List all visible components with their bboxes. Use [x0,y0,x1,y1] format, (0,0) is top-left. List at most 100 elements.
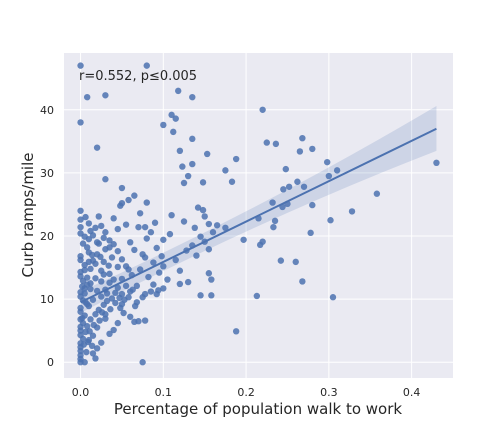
data-point [136,266,144,273]
data-point [93,239,101,246]
data-point [77,327,84,334]
data-point [201,213,208,220]
data-point [81,359,88,366]
data-point [88,251,96,259]
data-point [240,236,247,243]
data-point [133,282,141,290]
data-point [131,246,138,254]
y-tick-labels: 0 10 20 30 40 [40,104,54,369]
data-point [127,313,134,320]
y-tick-label: 0 [47,356,54,369]
data-point [292,258,299,266]
data-point [77,230,84,237]
data-point [92,275,99,282]
data-point [92,311,99,318]
y-tick-label: 30 [40,167,54,180]
data-point [299,278,306,285]
data-point [222,167,229,174]
data-point [131,192,138,199]
x-axis-label: Percentage of population walk to work [114,400,402,418]
data-point [208,292,215,299]
data-point [103,290,111,297]
data-point [176,280,184,288]
data-point [143,62,150,69]
data-point [141,254,149,261]
data-point [98,278,105,285]
data-point [89,350,97,357]
data-point [110,215,117,222]
regression-line [80,127,437,304]
data-point [81,266,88,274]
data-point [271,217,279,225]
data-point [193,252,200,259]
data-point [263,139,270,146]
correlation-annotation: r=0.552, p≤0.005 [79,69,197,84]
data-point [197,233,204,240]
data-point [116,294,123,302]
data-point [98,222,105,230]
data-point [84,338,92,346]
x-tick-label: 0.2 [237,386,255,399]
data-point [125,266,132,273]
data-point [228,178,236,185]
data-point [139,359,146,366]
data-point [160,121,167,129]
data-point [222,224,229,232]
data-point [106,237,113,244]
data-point [107,306,114,313]
data-point [433,159,440,167]
data-point [131,318,138,326]
data-point [77,347,84,355]
data-point [300,183,308,190]
data-point [95,213,102,220]
data-point [77,223,84,231]
data-point [98,293,105,300]
data-point [136,210,144,217]
y-axis-label: Curb ramps/mile [19,153,37,278]
data-point [92,224,99,232]
data-point [102,229,109,236]
data-point [158,253,165,260]
x-tick-label: 0.3 [320,386,338,399]
data-point [102,315,109,322]
data-point [100,234,107,242]
data-point [100,271,107,278]
data-point [90,321,97,329]
data-point [309,145,316,153]
data-point [83,274,91,281]
data-point [79,240,87,247]
data-point [175,87,182,95]
data-point [87,227,94,235]
grid-lines [64,53,453,378]
data-point [77,308,84,315]
data-point [151,219,159,226]
data-point [85,220,93,227]
data-point [141,317,149,324]
data-point [82,213,89,221]
data-point [145,273,152,281]
data-point [155,269,163,276]
data-point [199,206,207,214]
data-point [106,270,113,278]
data-point [280,186,287,193]
data-point [147,229,155,236]
data-point [98,339,105,346]
data-point [150,259,157,266]
data-point [77,207,84,214]
data-point [205,270,213,277]
data-point [122,282,130,290]
data-point [106,279,113,286]
confidence-band [80,106,437,314]
data-point [114,263,121,271]
data-point [189,135,196,143]
data-point [125,196,132,204]
y-tick-label: 20 [40,230,54,243]
data-point [79,283,86,290]
data-point [118,256,126,263]
data-point [106,330,113,338]
data-point [197,292,204,299]
data-point [114,284,121,291]
data-point [87,265,94,273]
data-point [277,257,285,264]
data-point [208,276,215,283]
